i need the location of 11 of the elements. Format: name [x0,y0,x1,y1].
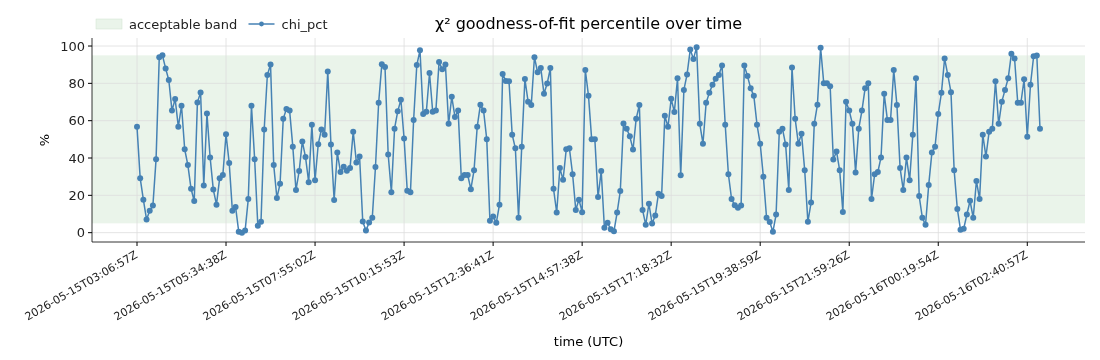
band-label: acceptable band [129,16,238,32]
y-tick-label: 20 [68,187,85,203]
y-tick-label: 0 [76,225,85,241]
x-axis-title: time (UTC) [553,334,624,349]
y-tick-label: 100 [60,38,85,54]
y-tick-label: 60 [68,113,85,129]
y-tick-label: 40 [68,150,85,166]
y-tick-label: 80 [68,75,85,91]
chart-title: χ² goodness-of-fit percentile over time [434,14,743,33]
y-axis-title: % [37,133,52,147]
legend-label: chi_pct [281,16,328,32]
